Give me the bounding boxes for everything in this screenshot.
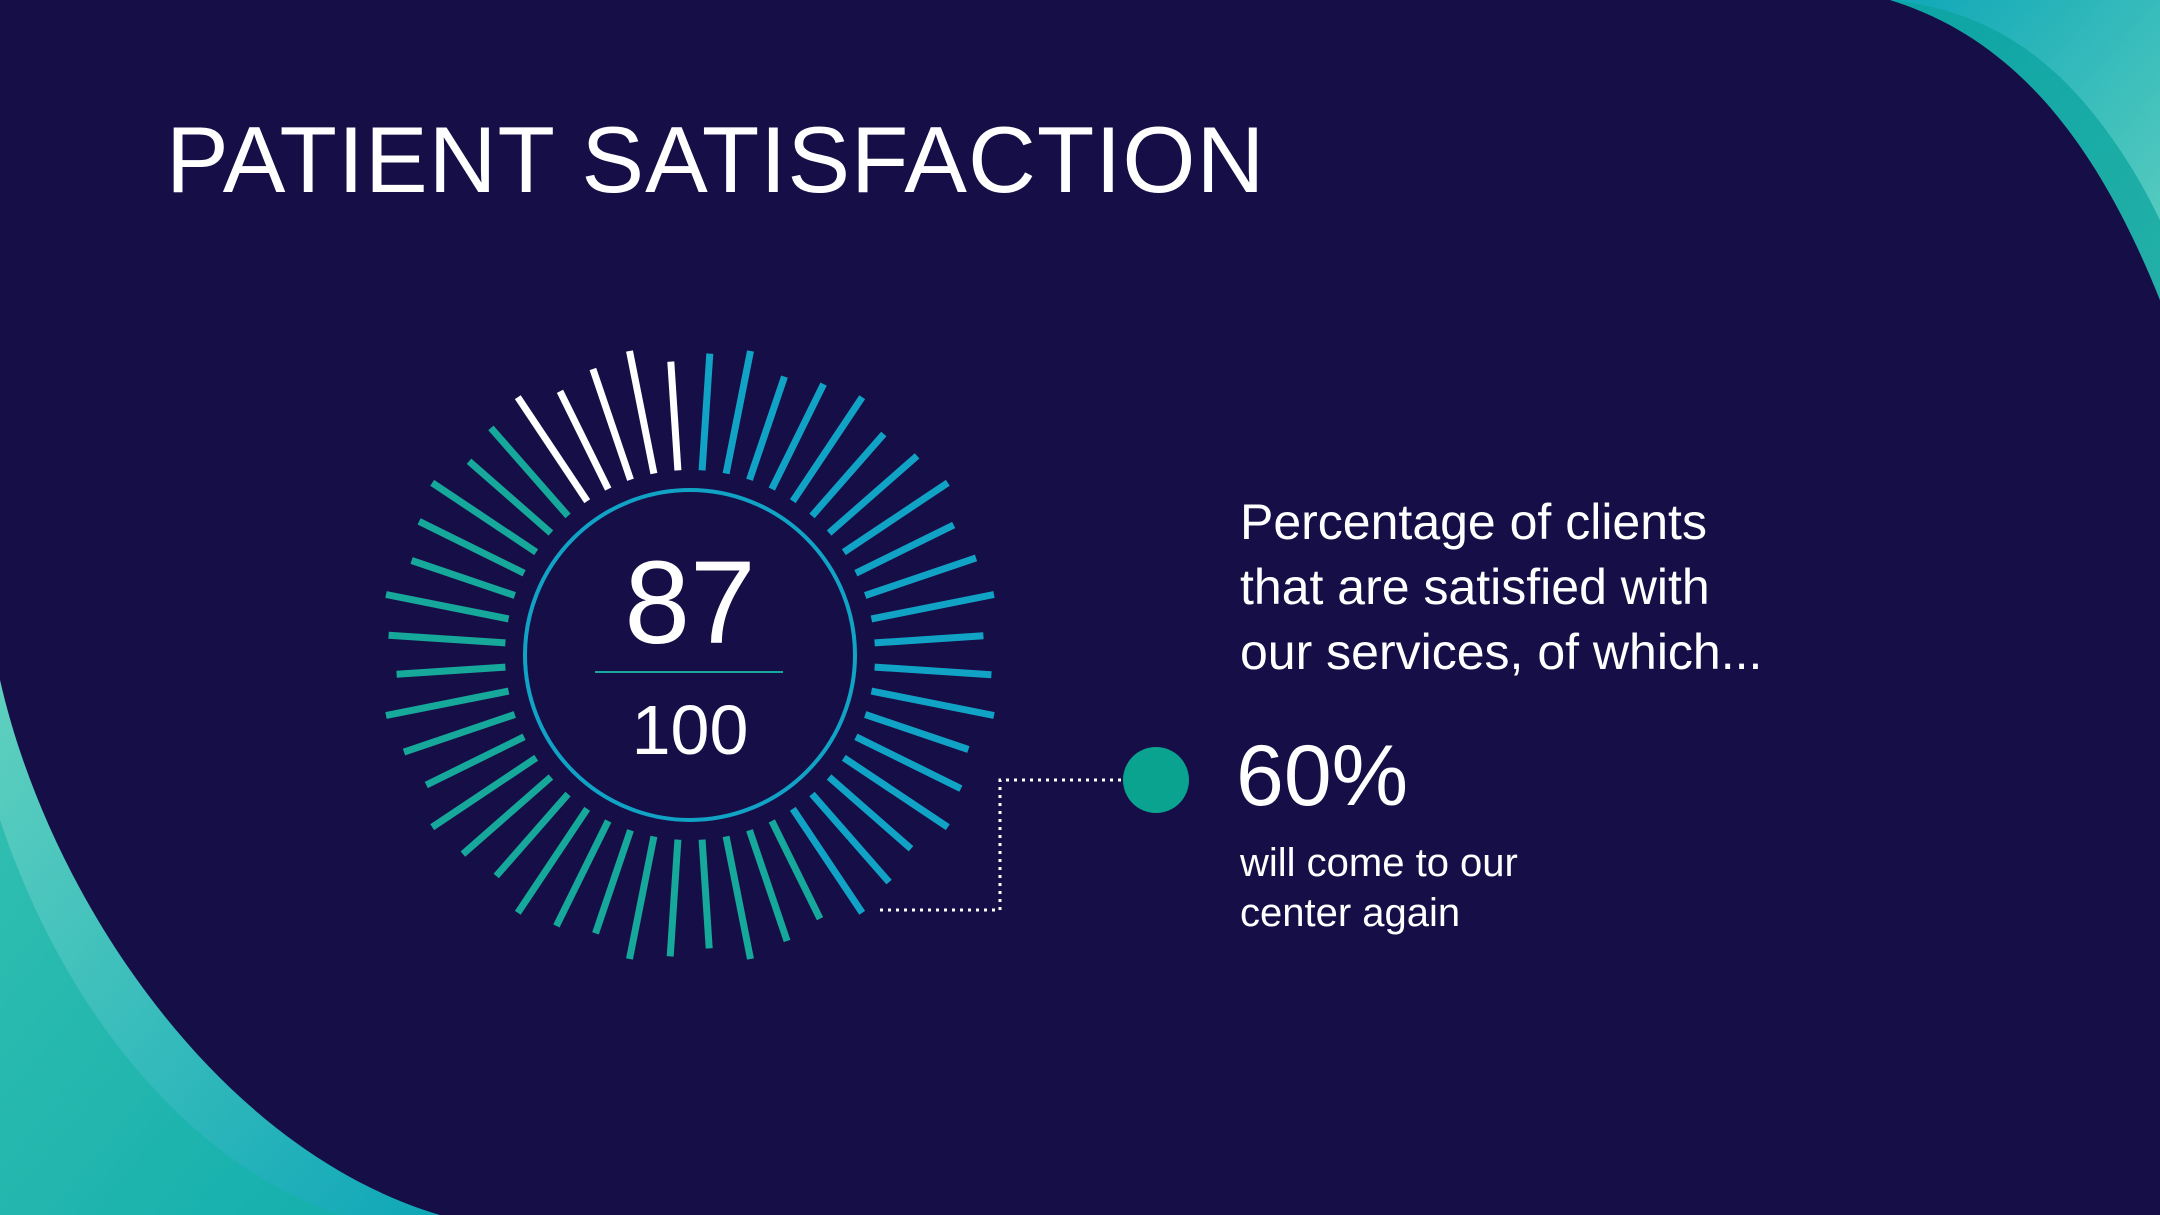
gauge-tick (385, 687, 510, 719)
gauge-tick (864, 711, 970, 753)
gauge-tick (768, 382, 827, 491)
gauge-tick (666, 839, 682, 957)
description-line-1: Percentage of clients (1240, 494, 1707, 550)
return-percentage: 60% (1236, 728, 1409, 824)
slide-title: PATIENT SATISFACTION (166, 107, 1266, 212)
gauge-tick (768, 819, 824, 921)
gauge-tick (385, 591, 510, 623)
gauge-tick (864, 554, 978, 599)
gauge-tick (626, 835, 658, 960)
score-total: 100 (631, 691, 749, 769)
gauge-tick (826, 774, 914, 852)
satisfaction-gauge (385, 350, 995, 960)
gauge-tick (746, 375, 788, 481)
gauge-tick (698, 839, 713, 949)
gauge-tick (410, 557, 516, 599)
gauge-tick (589, 367, 634, 481)
gauge-tick (466, 458, 554, 536)
description-line-3: our services, of which... (1240, 624, 1763, 680)
gauge-tick (698, 353, 714, 471)
gauge-tick (460, 774, 554, 857)
bottom-left-wave-inner (0, 820, 340, 1215)
gauge-tick (430, 754, 539, 831)
gauge-tick (826, 453, 920, 536)
top-right-wave (1890, 0, 2160, 300)
gauge-tick (493, 791, 571, 879)
gauge-tick (592, 829, 634, 935)
gauge-tick (388, 631, 506, 647)
gauge-tick (488, 425, 571, 519)
gauge-tick (626, 350, 658, 475)
gauge-tick (553, 819, 612, 928)
gauge-tick (789, 395, 866, 504)
connector-line (880, 778, 1125, 912)
gauge-inner-ring (523, 488, 857, 822)
gauge-tick (870, 687, 995, 719)
gauge-tick (402, 711, 516, 756)
gauge-tick (417, 518, 526, 577)
gauge-tick (514, 806, 591, 915)
stat-description: Percentage of clients that are satisfied… (1240, 490, 1940, 685)
gauge-tick (789, 806, 866, 915)
return-label: will come to our center again (1240, 838, 1640, 938)
gauge-tick (514, 395, 591, 504)
gauge-tick (854, 733, 963, 792)
gauge-tick (667, 361, 682, 471)
return-label-line-2: center again (1240, 891, 1461, 935)
gauge-tick (396, 663, 506, 678)
gauge-tick (746, 829, 791, 943)
gauge-tick (841, 754, 950, 831)
gauge-tick (874, 632, 984, 647)
return-label-line-1: will come to our (1240, 841, 1518, 885)
top-right-wave-inner (1890, 0, 2160, 300)
score-value: 87 (624, 537, 756, 669)
score-divider (595, 671, 783, 673)
gauge-tick (854, 521, 956, 577)
gauge-tick (424, 733, 526, 789)
stat-dot (1123, 747, 1189, 813)
gauge-tick (722, 350, 754, 475)
description-line-2: that are satisfied with (1240, 559, 1710, 615)
gauge-tick (809, 791, 892, 885)
gauge-tick (430, 479, 539, 556)
gauge-tick (874, 663, 992, 679)
gauge-tick (722, 835, 754, 960)
gauge-tick (841, 479, 950, 556)
gauge-tick (556, 389, 612, 491)
gauge-tick (870, 591, 995, 623)
gauge-tick (809, 431, 887, 519)
